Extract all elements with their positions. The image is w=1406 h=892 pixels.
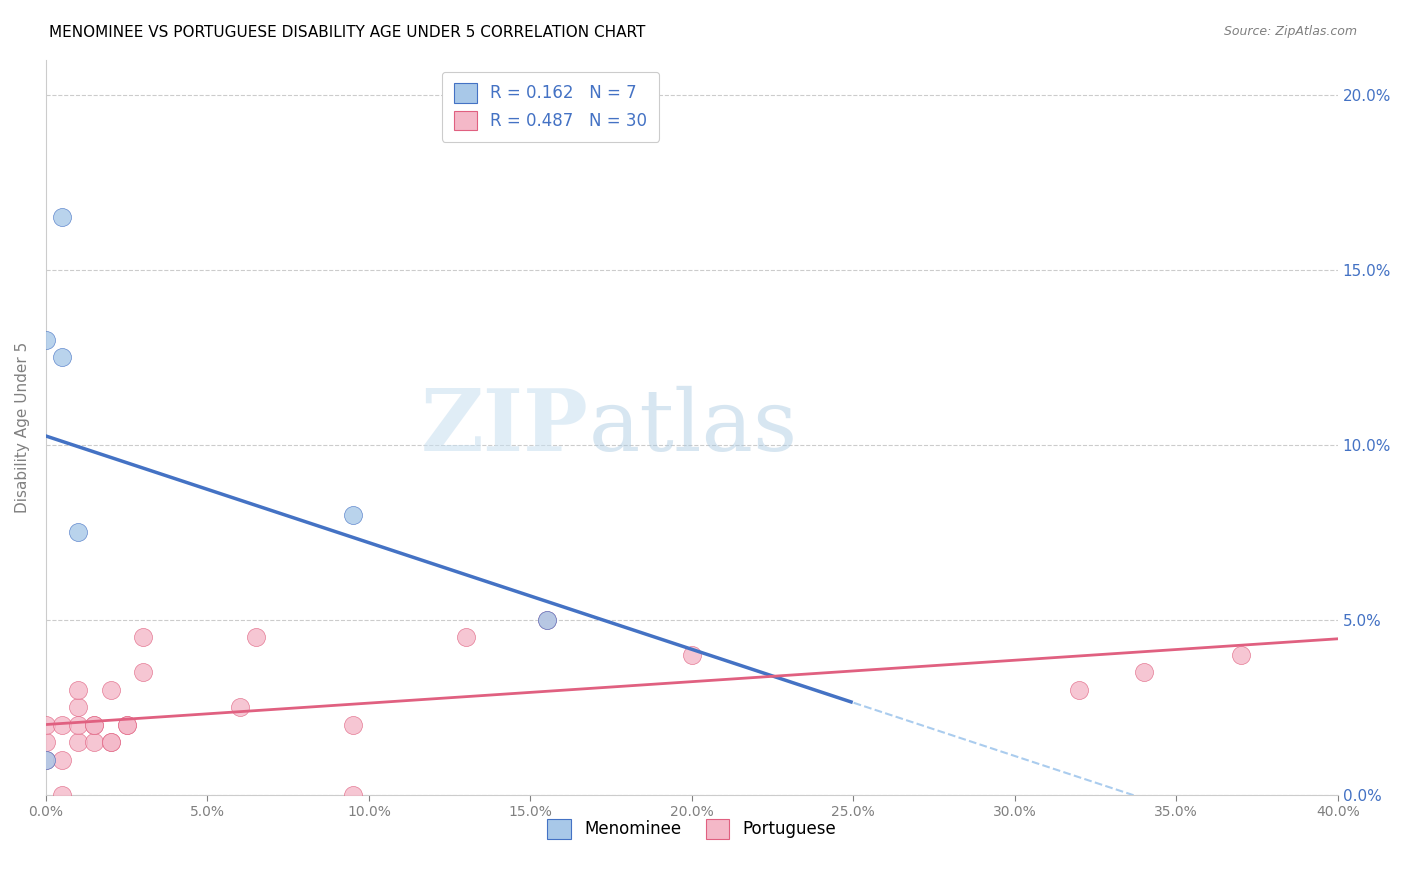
Point: [83, 717, 105, 731]
Text: atlas: atlas: [589, 385, 797, 468]
Point: [342, 788, 364, 802]
Point: [67, 682, 90, 697]
Y-axis label: Disability Age Under 5: Disability Age Under 5: [15, 342, 30, 513]
Point: [67, 717, 90, 731]
Point: [132, 665, 155, 680]
Point: [51, 350, 73, 364]
Point: [342, 508, 364, 522]
Point: [67, 735, 90, 749]
Point: [83, 717, 105, 731]
Point: [67, 700, 90, 714]
Point: [51, 210, 73, 224]
Point: [35, 717, 58, 731]
Point: [35, 753, 58, 767]
Point: [100, 735, 122, 749]
Point: [342, 717, 364, 731]
Point: [115, 717, 138, 731]
Point: [35, 735, 58, 749]
Point: [115, 717, 138, 731]
Point: [681, 648, 703, 662]
Point: [536, 613, 558, 627]
Point: [67, 525, 90, 540]
Point: [1069, 682, 1091, 697]
Point: [51, 788, 73, 802]
Point: [132, 630, 155, 644]
Legend: Menominee, Portuguese: Menominee, Portuguese: [540, 813, 844, 846]
Text: MENOMINEE VS PORTUGUESE DISABILITY AGE UNDER 5 CORRELATION CHART: MENOMINEE VS PORTUGUESE DISABILITY AGE U…: [49, 25, 645, 40]
Point: [1133, 665, 1156, 680]
Point: [100, 682, 122, 697]
Point: [245, 630, 267, 644]
Text: ZIP: ZIP: [420, 385, 589, 469]
Point: [51, 717, 73, 731]
Point: [100, 735, 122, 749]
Point: [35, 753, 58, 767]
Point: [83, 735, 105, 749]
Point: [1230, 648, 1253, 662]
Point: [35, 333, 58, 347]
Point: [536, 613, 558, 627]
Text: Source: ZipAtlas.com: Source: ZipAtlas.com: [1223, 25, 1357, 38]
Point: [229, 700, 252, 714]
Point: [454, 630, 477, 644]
Point: [51, 753, 73, 767]
